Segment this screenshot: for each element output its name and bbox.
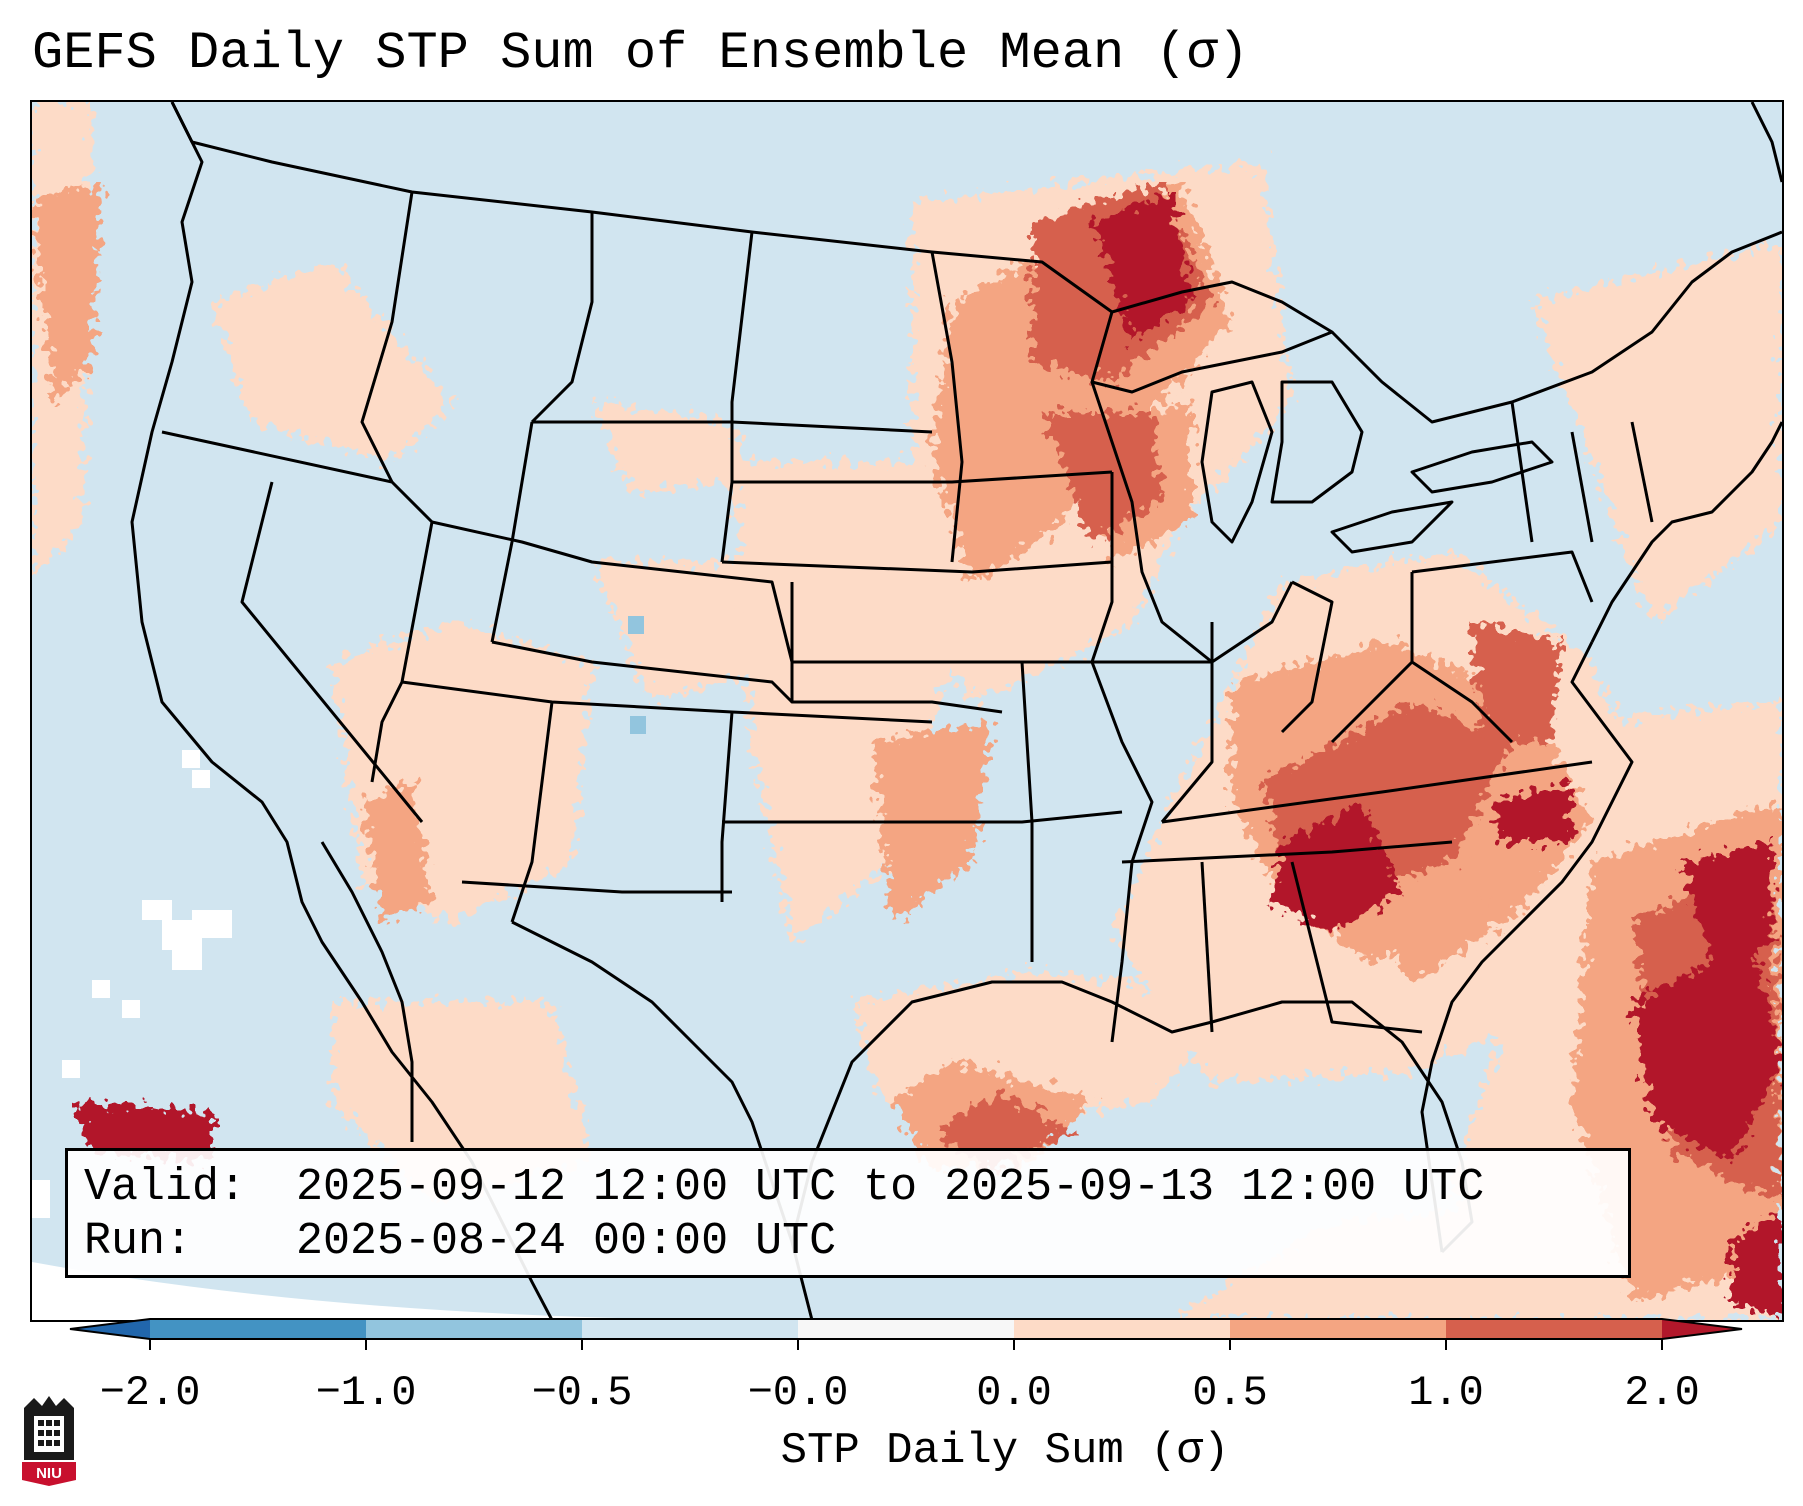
valid-value: 2025-09-12 12:00 UTC to 2025-09-13 12:00… bbox=[296, 1162, 1485, 1213]
colorbar-bin-5 bbox=[1014, 1319, 1230, 1339]
map-title: GEFS Daily STP Sum of Ensemble Mean (σ) bbox=[32, 24, 1249, 83]
niu-logo-text: NIU bbox=[36, 1465, 62, 1482]
outside-domain-areas bbox=[32, 750, 732, 1320]
colorbar-bin-3 bbox=[582, 1319, 798, 1339]
colorbar-bin-7 bbox=[1446, 1319, 1662, 1339]
colorbar-label: STP Daily Sum (σ) bbox=[780, 1426, 1230, 1476]
stp-anomaly-map bbox=[32, 102, 1782, 1320]
colorbar-underflow-triangle bbox=[70, 1319, 150, 1339]
valid-time-line: Valid: 2025-09-12 12:00 UTC to 2025-09-13… bbox=[84, 1161, 1628, 1215]
colorbar-ticks bbox=[149, 1339, 1663, 1350]
anomaly-negative bbox=[628, 616, 646, 734]
colorbar-bin-1 bbox=[150, 1319, 366, 1339]
run-time-line: Run: 2025-08-24 00:00 UTC bbox=[84, 1215, 1628, 1269]
colorbar-bin-4 bbox=[798, 1319, 1014, 1339]
colorbar-bin-2 bbox=[366, 1319, 582, 1339]
valid-run-info-box: Valid: 2025-09-12 12:00 UTC to 2025-09-13… bbox=[65, 1148, 1631, 1278]
colorbar-tick-label: −1.0 bbox=[315, 1369, 417, 1417]
colorbar-tick-label: 0.0 bbox=[976, 1369, 1052, 1417]
valid-label: Valid: bbox=[84, 1162, 247, 1213]
colorbar-bin-6 bbox=[1230, 1319, 1446, 1339]
colorbar-tick-label: 2.0 bbox=[1624, 1369, 1700, 1417]
colorbar-overflow-triangle bbox=[1662, 1319, 1742, 1339]
map-panel bbox=[30, 100, 1784, 1322]
niu-logo: NIU bbox=[22, 1396, 76, 1486]
colorbar-tick-label: −2.0 bbox=[99, 1369, 201, 1417]
run-value: 2025-08-24 00:00 UTC bbox=[296, 1216, 837, 1267]
colorbar-tick-label: 0.5 bbox=[1192, 1369, 1268, 1417]
colorbar-tick-label: −0.0 bbox=[747, 1369, 849, 1417]
colorbar-tick-label: 1.0 bbox=[1408, 1369, 1484, 1417]
colorbar bbox=[69, 1318, 1743, 1350]
colorbar-tick-label: −0.5 bbox=[531, 1369, 633, 1417]
anomaly-above-2.0 bbox=[72, 192, 1782, 1320]
run-label: Run: bbox=[84, 1216, 193, 1267]
